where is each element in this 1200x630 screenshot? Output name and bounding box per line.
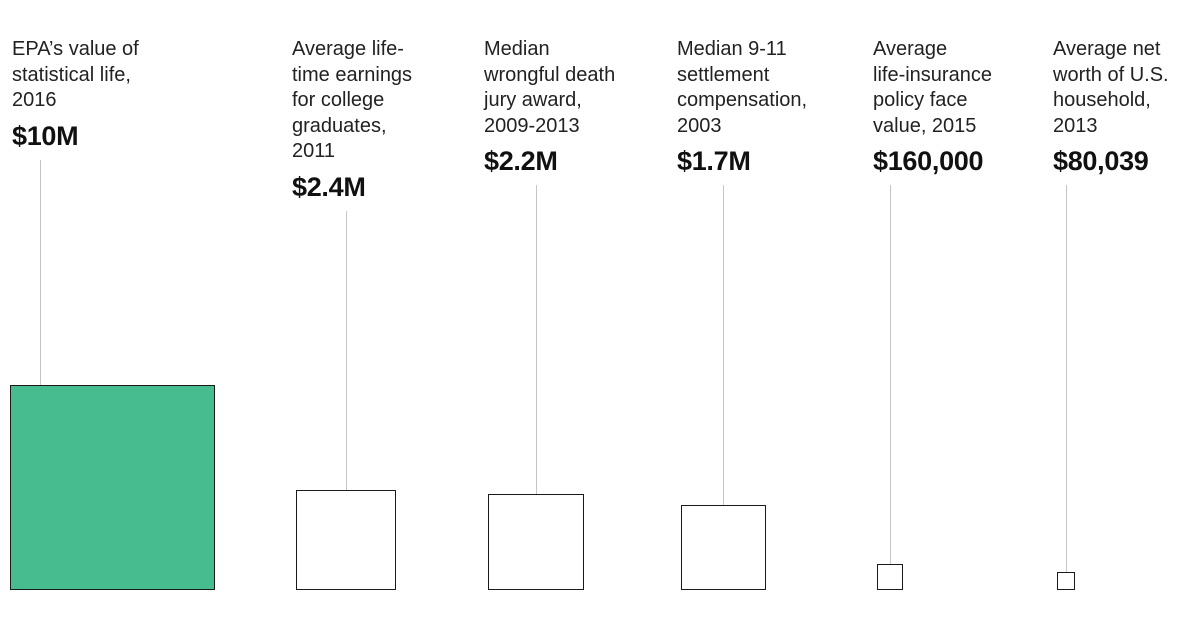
data-label-average-net: $80,039 (1053, 146, 1149, 176)
leader-line-epa-s-value-of (40, 159, 41, 385)
data-label-epa-s-value-of: $10M (12, 120, 79, 151)
category-label-average-net: Average net worth of U.S. household, 201… (1053, 38, 1169, 137)
data-label-median: $2.2M (484, 146, 558, 176)
leader-line-average-net (1066, 185, 1068, 572)
value-square-average (877, 564, 903, 590)
data-label-average: $160,000 (873, 146, 984, 176)
value-square-average-net (1057, 571, 1076, 590)
category-label-epa-s-value-of: EPA’s value of statistical life, 2016 (12, 38, 139, 111)
leader-line-average-life (346, 210, 348, 490)
category-label-average-life: Average life- time earnings for college … (292, 38, 413, 162)
value-square-average-life (296, 489, 397, 590)
value-square-epa-s-value-of (10, 385, 215, 590)
leader-line-average (889, 185, 891, 565)
category-label-average: Average life-insurance policy face value… (873, 38, 992, 137)
value-square-median-9-11 (681, 505, 766, 590)
data-label-average-life: $2.4M (292, 171, 366, 202)
value-square-median (488, 493, 585, 590)
leader-line-median-9-11 (723, 185, 725, 506)
category-label-median-9-11: Median 9-11 settlement compensation, 200… (677, 38, 808, 137)
data-label-median-9-11: $1.7M (677, 146, 751, 176)
category-label-median: Median wrongful death jury award, 2009-2… (484, 38, 616, 137)
leader-line-median (536, 185, 538, 494)
